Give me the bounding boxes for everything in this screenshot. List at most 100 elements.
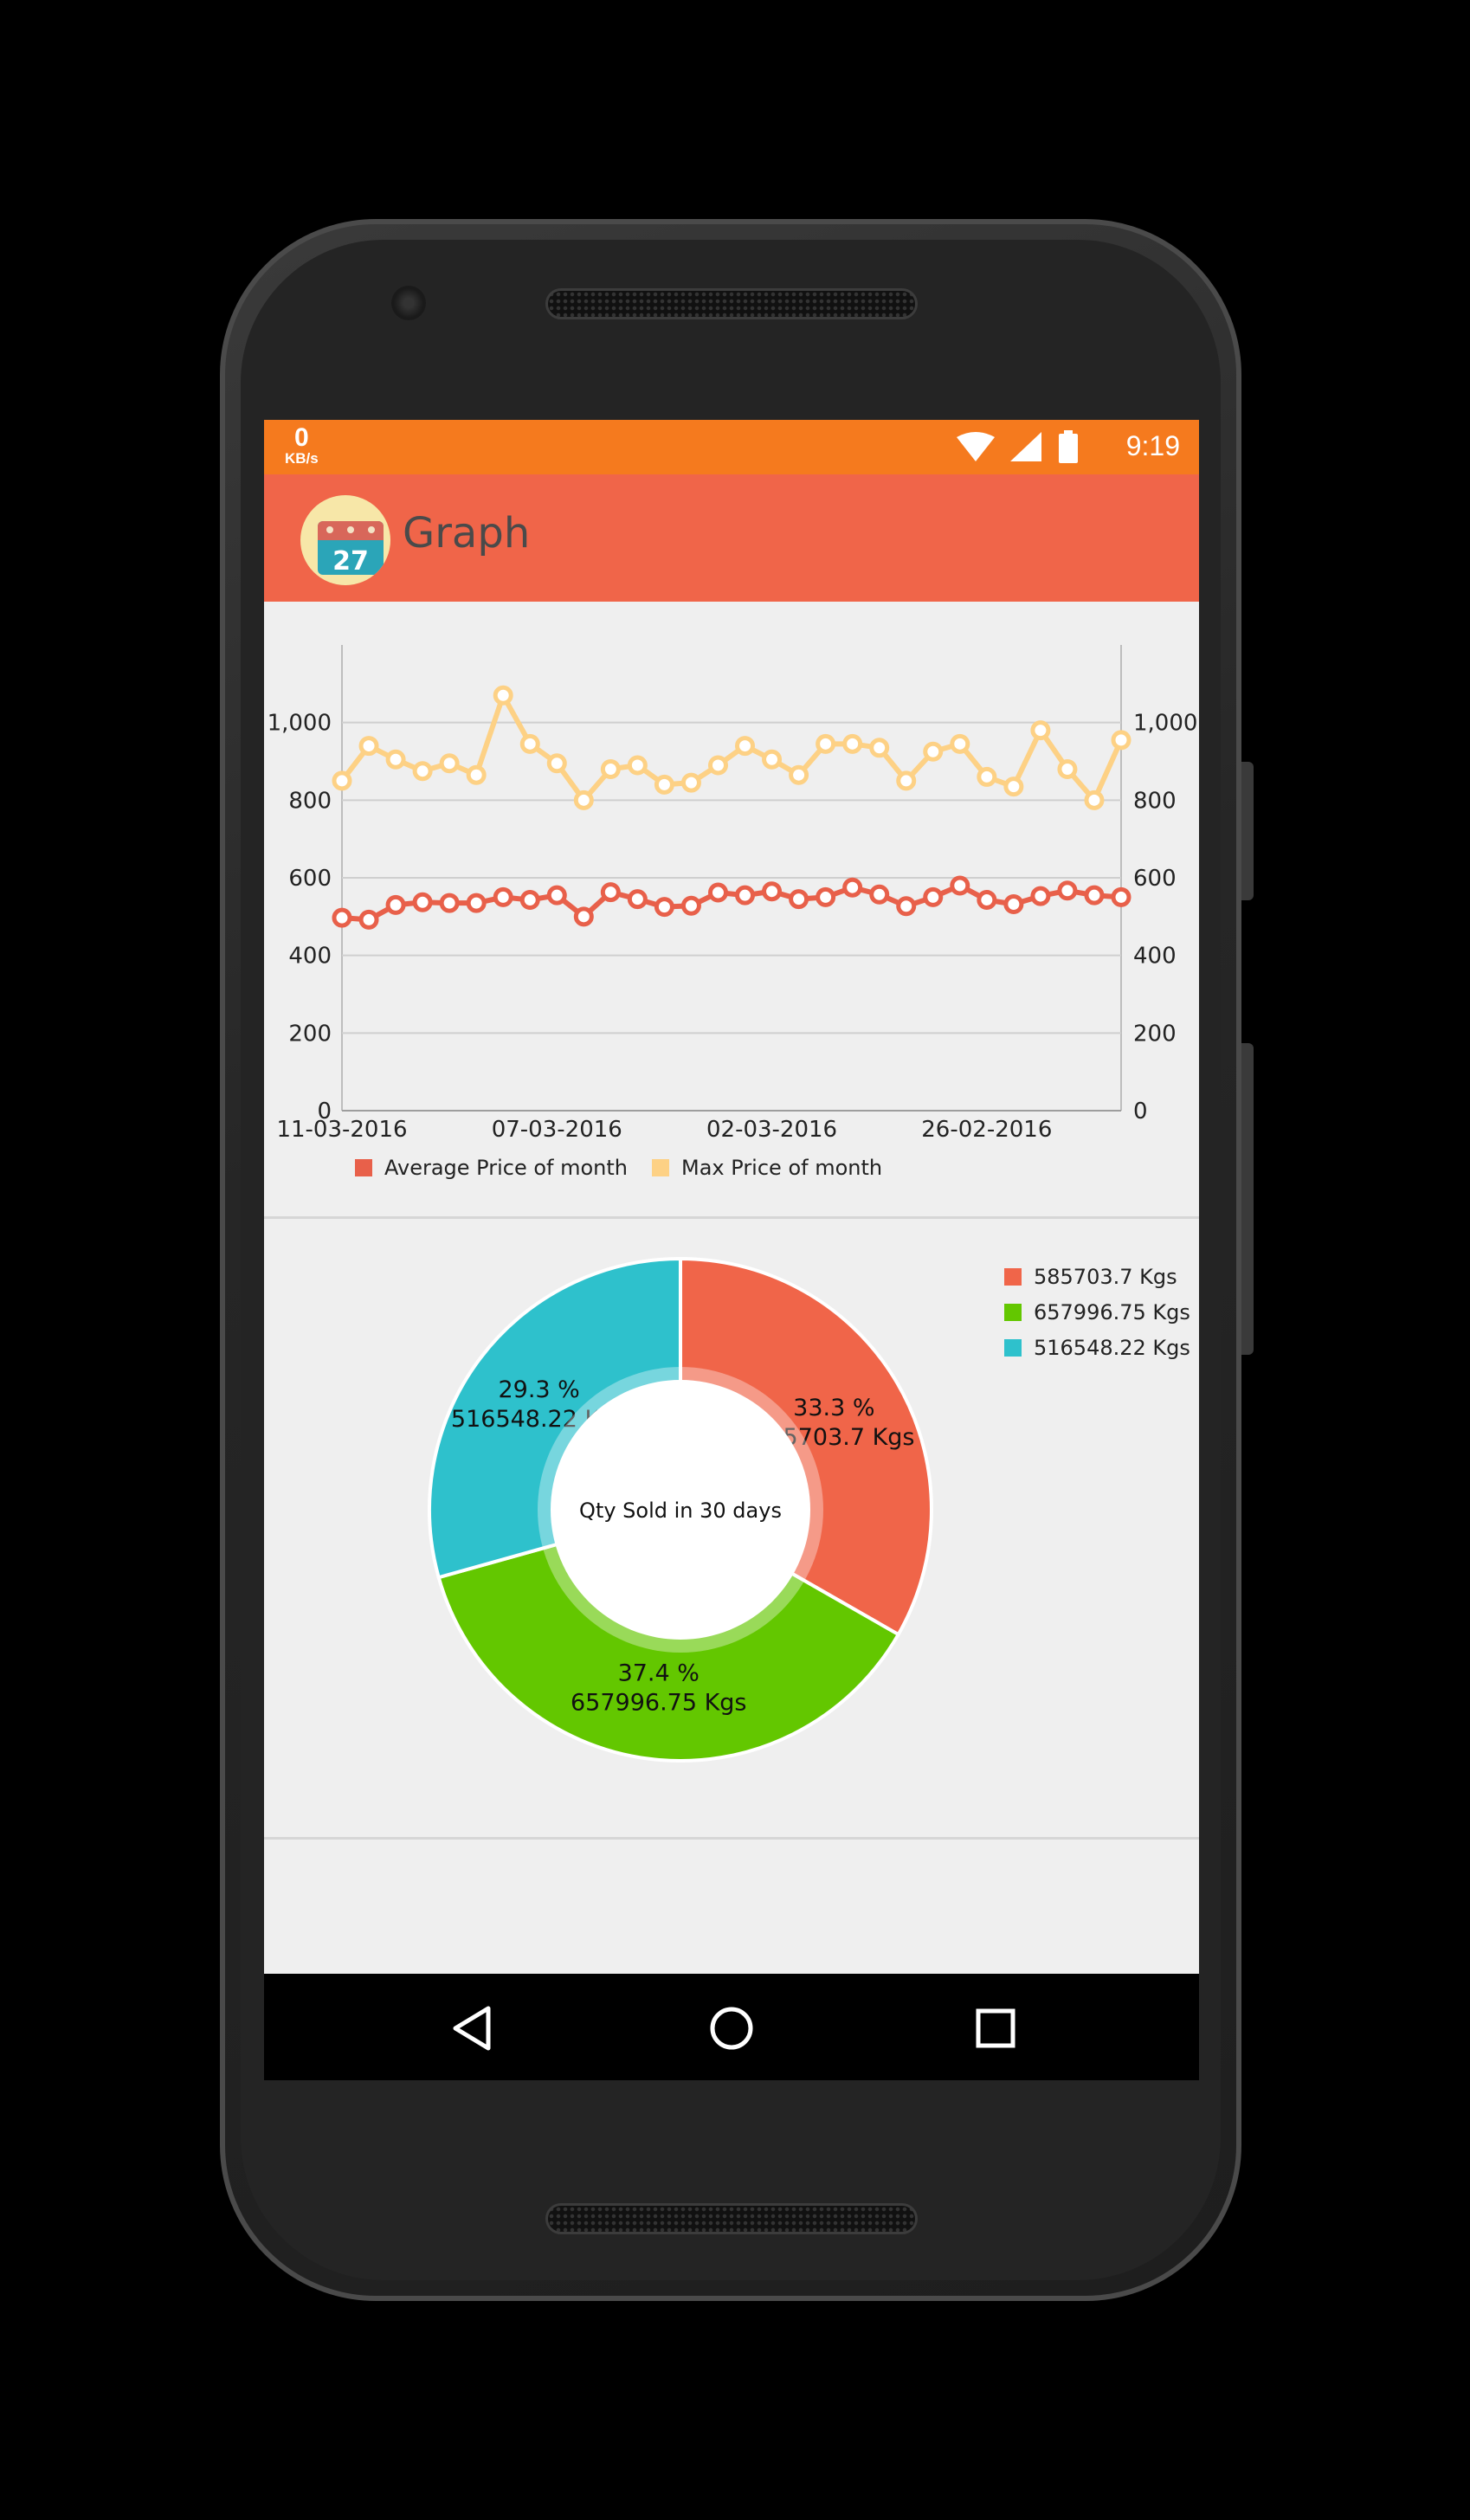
data-point: [573, 906, 594, 927]
line-chart: 0 0 200 200 400 400 600 600 800 800 1,000 1,000 11-0…: [268, 645, 1197, 1143]
y-tick-label-right: 800: [1133, 788, 1177, 814]
data-point: [439, 753, 460, 774]
data-point: [627, 755, 648, 776]
slice-percent-label: 37.4 %: [618, 1660, 700, 1686]
data-point: [519, 890, 540, 911]
y-tick-label-left: 600: [288, 866, 332, 892]
data-point: [842, 733, 863, 754]
network-speed-unit: KB/s: [285, 450, 319, 467]
slice-value-label: 657996.75 Kgs: [571, 1689, 747, 1716]
bottom-speaker-grille: [545, 2203, 918, 2234]
data-point: [816, 886, 836, 907]
data-point: [493, 886, 513, 907]
data-point: [869, 738, 890, 758]
back-icon[interactable]: [442, 1998, 502, 2059]
legend-label-average: Average Price of month: [384, 1156, 629, 1180]
data-point: [1030, 886, 1051, 906]
data-point: [950, 733, 970, 754]
data-point: [1030, 720, 1051, 741]
data-point: [519, 733, 540, 754]
data-point: [493, 685, 513, 706]
data-point: [1003, 777, 1024, 797]
data-point: [735, 736, 756, 757]
data-point: [466, 893, 487, 913]
y-tick-label-left: 800: [288, 788, 332, 814]
data-point: [869, 884, 890, 905]
donut-hole: [551, 1380, 810, 1640]
data-point: [707, 882, 728, 903]
x-tick-label: 07-03-2016: [492, 1117, 622, 1143]
legend-label-max: Max Price of month: [681, 1156, 883, 1180]
data-point: [439, 893, 460, 913]
pie-legend-swatch: [1004, 1267, 1022, 1286]
volume-button: [1241, 1043, 1254, 1355]
line-chart-legend: Average Price of month Max Price of mont…: [355, 1156, 906, 1180]
legend-swatch-max: [652, 1159, 670, 1176]
data-point: [977, 890, 997, 911]
network-speed-value: 0: [294, 423, 309, 452]
x-tick-label: 02-03-2016: [706, 1117, 837, 1143]
data-point: [600, 758, 621, 779]
data-point: [654, 897, 674, 918]
home-icon[interactable]: [701, 1998, 762, 2059]
data-point: [816, 733, 836, 754]
data-point: [762, 749, 783, 770]
data-point: [546, 753, 567, 774]
logo-day: 27: [332, 546, 369, 577]
pie-chart-legend: 585703.7 Kgs 657996.75 Kgs 516548.22 Kgs: [1004, 1259, 1190, 1365]
data-point: [332, 907, 352, 928]
data-point: [412, 761, 433, 782]
app-bar: 27 Graph: [264, 474, 1199, 602]
data-point: [950, 875, 970, 896]
data-point: [735, 885, 756, 906]
data-point: [385, 749, 406, 770]
y-tick-label-right: 1,000: [1133, 711, 1197, 737]
calendar-logo-icon: 27: [300, 495, 390, 585]
x-tick-label: 11-03-2016: [276, 1117, 407, 1143]
data-point: [923, 741, 944, 762]
data-point: [707, 755, 728, 776]
data-point: [977, 766, 997, 787]
donut-center-text: Qty Sold in 30 days: [579, 1498, 782, 1523]
data-point: [680, 772, 701, 793]
x-tick-label: 26-02-2016: [921, 1117, 1052, 1143]
data-point: [654, 774, 674, 795]
y-tick-label-left: 400: [288, 944, 332, 970]
data-point: [762, 881, 783, 902]
data-point: [1084, 790, 1105, 810]
top-speaker-grille: [545, 288, 918, 319]
battery-icon: [1059, 430, 1078, 463]
pie-legend-item: 516548.22 Kgs: [1004, 1330, 1190, 1365]
navigation-bar: [264, 1974, 1199, 2080]
pie-legend-item: 585703.7 Kgs: [1004, 1259, 1190, 1294]
y-tick-label-left: 0: [317, 1099, 332, 1125]
data-point: [546, 885, 567, 906]
data-point: [1111, 730, 1132, 751]
data-point: [896, 770, 917, 791]
wifi-icon: [957, 432, 995, 461]
data-point: [385, 894, 406, 915]
pie-chart-card: 33.3 % 585703.7 Kgs 37.4 % 657996.75 Kgs 29.…: [264, 1218, 1199, 1837]
line-chart-card: 0 0 200 200 400 400 600 600 800 800 1,000 1,000 11-0…: [264, 602, 1199, 1216]
data-point: [1003, 893, 1024, 914]
data-point: [1084, 885, 1105, 906]
recents-icon[interactable]: [965, 1998, 1026, 2059]
page-title: Graph: [403, 509, 531, 557]
y-tick-label-right: 200: [1133, 1021, 1177, 1047]
power-button: [1241, 762, 1254, 900]
pie-legend-swatch: [1004, 1303, 1022, 1321]
data-point: [789, 889, 809, 910]
y-tick-label-left: 200: [288, 1021, 332, 1047]
data-point: [466, 764, 487, 785]
pie-legend-label: 516548.22 Kgs: [1034, 1335, 1190, 1360]
data-point: [332, 770, 352, 791]
signal-icon: [1010, 432, 1041, 461]
slice-percent-label: 29.3 %: [498, 1376, 579, 1403]
legend-swatch-average: [355, 1159, 372, 1176]
pie-legend-label: 657996.75 Kgs: [1034, 1299, 1190, 1324]
data-point: [627, 889, 648, 910]
pie-legend-label: 585703.7 Kgs: [1034, 1264, 1177, 1289]
pie-legend-swatch: [1004, 1338, 1022, 1357]
y-tick-label-right: 0: [1133, 1099, 1148, 1125]
